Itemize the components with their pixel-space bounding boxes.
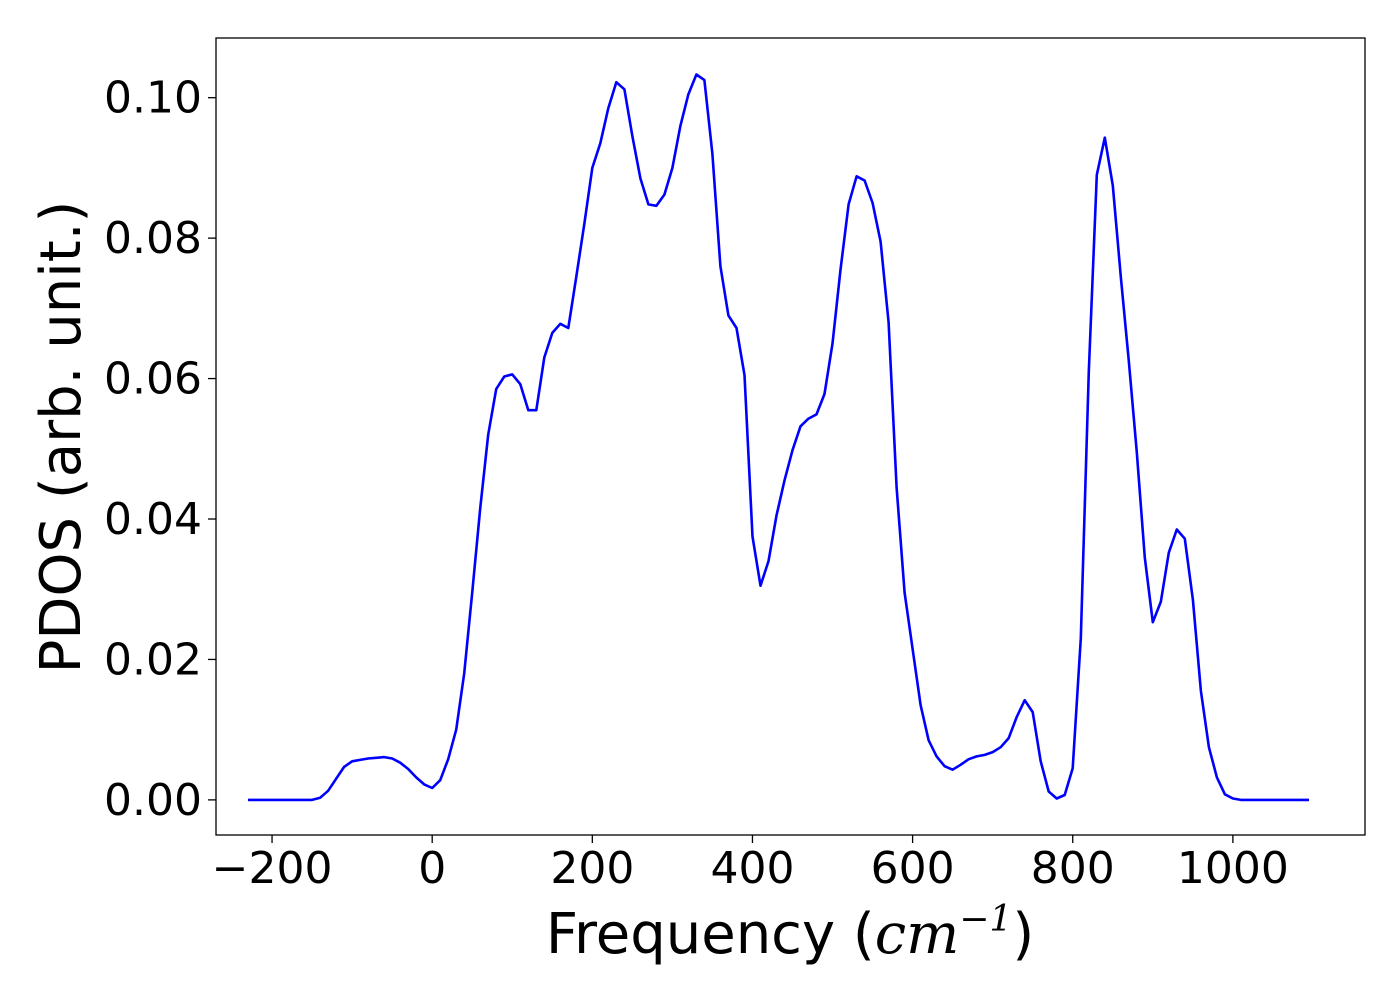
x-tick-label: 0 bbox=[418, 843, 446, 894]
y-tick-label: 0.08 bbox=[104, 213, 202, 264]
x-axis-ticks: −200 0 200 400 600 800 1000 bbox=[212, 835, 1289, 894]
x-tick-label: 1000 bbox=[1177, 843, 1289, 894]
x-tick-label: 200 bbox=[550, 843, 634, 894]
x-tick-label: 600 bbox=[871, 843, 955, 894]
y-axis-label: PDOS (arb. unit.) bbox=[29, 201, 94, 674]
y-tick-label: 0.04 bbox=[104, 494, 202, 545]
y-axis-ticks: 0.00 0.02 0.04 0.06 0.08 0.10 bbox=[104, 73, 216, 826]
plot-frame bbox=[215, 37, 1366, 836]
y-tick-label: 0.02 bbox=[104, 634, 202, 685]
y-tick-label: 0.06 bbox=[104, 354, 202, 405]
series-layer bbox=[248, 73, 1309, 802]
x-axis-unit-exponent: −1 bbox=[959, 899, 1012, 940]
x-tick-label: −200 bbox=[212, 843, 333, 894]
x-axis-unit-base: cm bbox=[875, 902, 959, 967]
series-line-0 bbox=[248, 73, 1309, 802]
x-axis-label-text: Frequency bbox=[546, 902, 835, 967]
y-tick-label: 0.10 bbox=[104, 73, 202, 124]
x-tick-label: 400 bbox=[710, 843, 794, 894]
y-tick-label: 0.00 bbox=[104, 775, 202, 826]
x-axis-label: Frequency (cm−1) bbox=[546, 899, 1034, 967]
x-tick-label: 800 bbox=[1031, 843, 1115, 894]
